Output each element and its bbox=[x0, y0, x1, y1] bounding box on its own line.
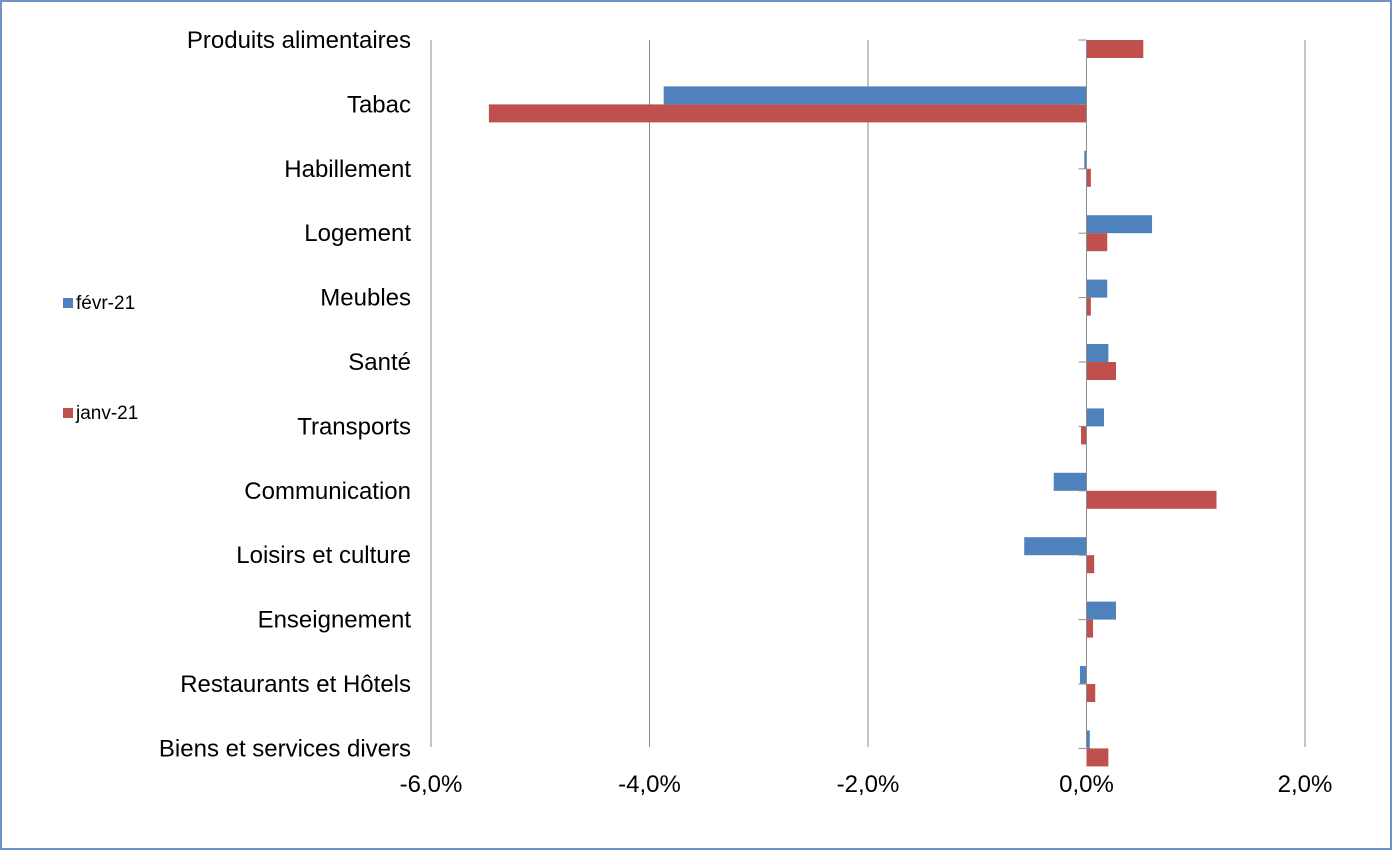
x-tick-label: 0,0% bbox=[1059, 771, 1114, 798]
bar-fevr-21-transports bbox=[1086, 408, 1104, 427]
category-label-sante: Santé bbox=[348, 349, 411, 376]
category-label-biens-et-services-divers: Biens et services divers bbox=[159, 735, 411, 762]
bar-janv-21-communication bbox=[1086, 490, 1217, 509]
tick-labels: -6,0% -4,0% -2,0% 0,0% 2,0% bbox=[400, 771, 1333, 798]
bar-janv-21-produits-alimentaires bbox=[1086, 40, 1144, 58]
bar-janv-21-restaurants-et-hotels bbox=[1086, 684, 1096, 702]
bar-fevr-21-restaurants-et-hotels bbox=[1079, 666, 1087, 684]
bar-fevr-21-meubles bbox=[1086, 279, 1108, 298]
bar-fevr-21-enseignement bbox=[1086, 601, 1116, 620]
category-label-restaurants-et-hotels: Restaurants et Hôtels bbox=[180, 671, 411, 698]
bar-fevr-21-biens-et-services-divers bbox=[1086, 730, 1090, 749]
category-label-loisirs-et-culture: Loisirs et culture bbox=[236, 542, 411, 569]
bar-janv-21-habillement bbox=[1086, 168, 1091, 187]
x-tick-label: -2,0% bbox=[837, 771, 900, 798]
x-tick-label: -4,0% bbox=[618, 771, 681, 798]
bar-janv-21-enseignement bbox=[1086, 619, 1094, 638]
category-label-communication: Communication bbox=[244, 478, 411, 505]
bar-janv-21-logement bbox=[1086, 233, 1108, 252]
category-label-tabac: Tabac bbox=[347, 91, 411, 118]
category-labels: Produits alimentaires Tabac Habillement Log… bbox=[159, 27, 411, 762]
bar-janv-21-sante bbox=[1086, 362, 1116, 380]
bar-fevr-21-tabac bbox=[663, 86, 1087, 105]
bar-janv-21-tabac bbox=[488, 104, 1087, 123]
bar-janv-21-loisirs-et-culture bbox=[1086, 555, 1095, 574]
grid-lines bbox=[430, 40, 1306, 747]
x-tick-label: 2,0% bbox=[1278, 771, 1333, 798]
legend-swatch-fevr-21 bbox=[63, 298, 73, 308]
category-label-enseignement: Enseignement bbox=[258, 607, 412, 634]
bar-janv-21-transports bbox=[1081, 426, 1087, 445]
category-label-habillement: Habillement bbox=[284, 156, 411, 183]
axes bbox=[1078, 39, 1087, 749]
legend-swatch-janv-21 bbox=[63, 408, 73, 418]
bar-fevr-21-loisirs-et-culture bbox=[1024, 537, 1087, 556]
bar-janv-21-meubles bbox=[1086, 297, 1091, 316]
category-label-produits-alimentaires: Produits alimentaires bbox=[187, 27, 411, 54]
legend-label-fevr-21: févr-21 bbox=[76, 293, 135, 314]
bar-fevr-21-sante bbox=[1086, 344, 1109, 362]
legend: févr-21 janv-21 bbox=[63, 293, 138, 424]
category-label-meubles: Meubles bbox=[320, 285, 411, 312]
bar-fevr-21-communication bbox=[1053, 472, 1087, 491]
bar-fevr-21-habillement bbox=[1084, 150, 1087, 169]
bar-fevr-21-logement bbox=[1086, 215, 1153, 234]
x-tick-label: -6,0% bbox=[400, 771, 463, 798]
bars bbox=[488, 40, 1217, 767]
legend-label-janv-21: janv-21 bbox=[75, 403, 138, 424]
category-label-transports: Transports bbox=[297, 413, 411, 440]
bar-janv-21-biens-et-services-divers bbox=[1086, 748, 1109, 767]
category-label-logement: Logement bbox=[304, 220, 411, 247]
